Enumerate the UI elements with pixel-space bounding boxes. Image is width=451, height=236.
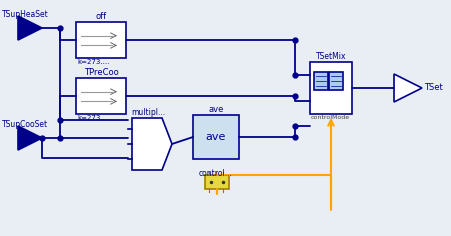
Text: TSet: TSet: [423, 84, 442, 93]
Bar: [205, 175, 229, 189]
Polygon shape: [18, 16, 42, 40]
Text: ave: ave: [208, 105, 223, 114]
Bar: [313, 72, 327, 90]
Text: TPreCoo: TPreCoo: [83, 68, 118, 77]
Text: k=273....: k=273....: [77, 115, 109, 121]
Bar: [76, 78, 126, 114]
Text: k=273....: k=273....: [77, 59, 109, 65]
Polygon shape: [18, 126, 42, 150]
Text: TSetMix: TSetMix: [315, 52, 345, 61]
Bar: [328, 72, 342, 90]
Text: off: off: [95, 12, 106, 21]
Polygon shape: [393, 74, 421, 102]
Text: control...: control...: [198, 169, 232, 178]
Text: TSupHeaSet: TSupHeaSet: [2, 10, 49, 19]
Text: ave: ave: [205, 132, 226, 142]
Polygon shape: [132, 118, 172, 170]
Bar: [309, 62, 351, 114]
Bar: [193, 115, 239, 159]
Text: TSupCooSet: TSupCooSet: [2, 120, 48, 129]
Text: multipl...: multipl...: [131, 108, 165, 117]
Bar: [76, 22, 126, 58]
Text: controlMode: controlMode: [310, 115, 350, 120]
